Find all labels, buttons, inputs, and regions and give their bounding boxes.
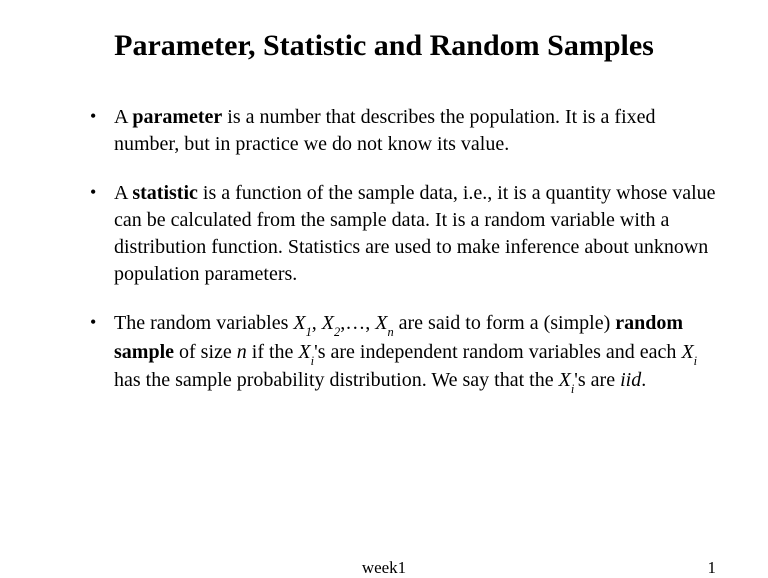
- text: is a function of the sample data, i.e., …: [114, 182, 716, 285]
- sub-1: 1: [306, 325, 312, 339]
- var-x2: X: [322, 312, 334, 334]
- term-statistic: statistic: [132, 182, 198, 204]
- sub-i: i: [311, 354, 314, 368]
- sub-i2: i: [694, 354, 697, 368]
- text: if the: [247, 341, 299, 363]
- var-n: n: [237, 341, 247, 363]
- term-parameter: parameter: [132, 106, 222, 128]
- text: of size: [174, 341, 237, 363]
- var-xi2: X: [681, 341, 693, 363]
- slide: Parameter, Statistic and Random Samples …: [0, 0, 768, 576]
- var-xi3: X: [559, 369, 571, 391]
- text: are said to form a (simple): [394, 312, 616, 334]
- text: has the sample probability distribution.…: [114, 369, 559, 391]
- sub-n: n: [387, 325, 393, 339]
- var-xn: X: [375, 312, 387, 334]
- bullet-list: A parameter is a number that describes t…: [90, 104, 718, 396]
- sub-2: 2: [334, 325, 340, 339]
- footer-page-number: 1: [708, 558, 717, 578]
- text: ,…,: [340, 312, 375, 334]
- var-x1: X: [293, 312, 305, 334]
- bullet-parameter: A parameter is a number that describes t…: [90, 104, 718, 158]
- text: 's are: [574, 369, 620, 391]
- text: ,: [312, 312, 322, 334]
- bullet-statistic: A statistic is a function of the sample …: [90, 180, 718, 288]
- term-iid: iid: [620, 369, 641, 391]
- text: A: [114, 182, 132, 204]
- text: The random variables: [114, 312, 293, 334]
- slide-title: Parameter, Statistic and Random Samples: [50, 28, 718, 64]
- text: .: [641, 369, 646, 391]
- text: 's are independent random variables and …: [314, 341, 681, 363]
- text: A: [114, 106, 132, 128]
- var-xi: X: [298, 341, 310, 363]
- bullet-random-sample: The random variables X1, X2,…, Xn are sa…: [90, 310, 718, 396]
- footer-center: week1: [362, 558, 406, 578]
- sub-i3: i: [571, 382, 574, 396]
